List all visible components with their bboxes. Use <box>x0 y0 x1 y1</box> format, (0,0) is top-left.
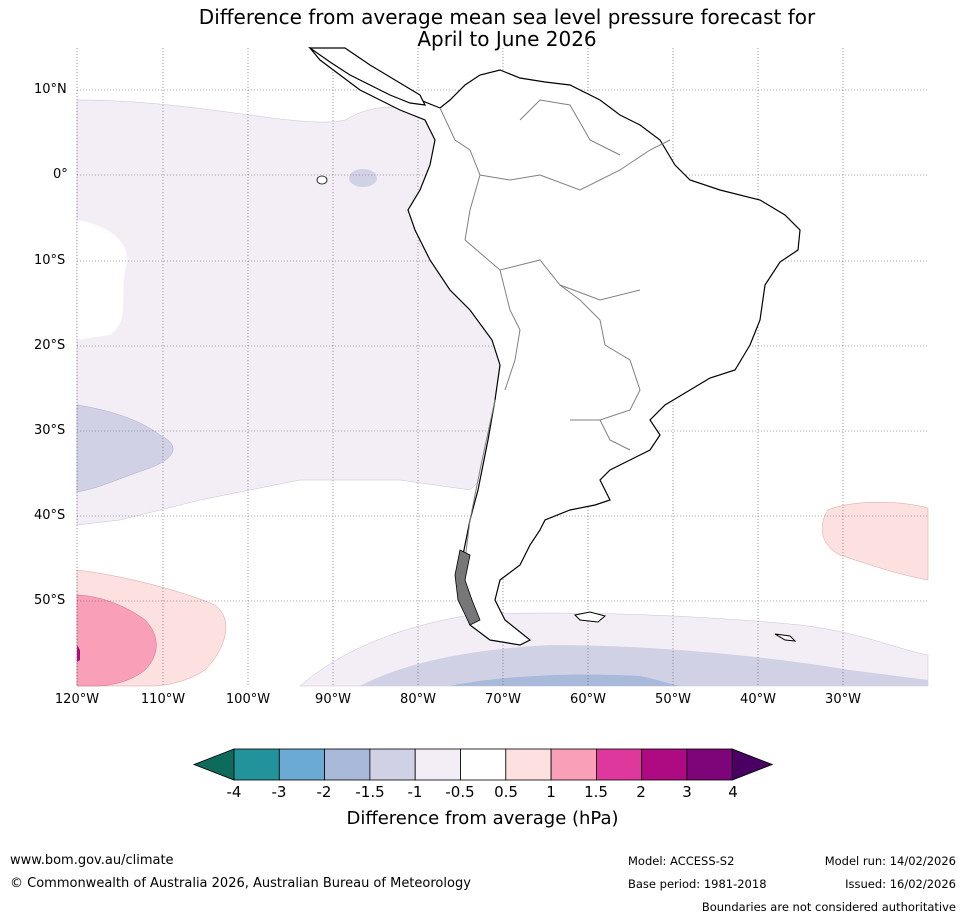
lat-label-10n: 10°N <box>34 82 67 97</box>
legend-tick: 1.5 <box>584 783 608 801</box>
lon-label-60w: 60°W <box>570 692 606 707</box>
footer-model-run: Model run: 14/02/2026 <box>824 854 956 868</box>
lat-label-30s: 30°S <box>34 423 66 438</box>
legend-swatch <box>414 748 461 781</box>
south-georgia <box>774 633 797 642</box>
legend-tick: -0.5 <box>445 783 475 801</box>
map-title-line2: April to June 2026 <box>417 27 597 51</box>
legend-tick: 0.5 <box>494 783 518 801</box>
anomaly-region-pos-1-pacific <box>76 594 157 687</box>
lon-label-40w: 40°W <box>740 692 776 707</box>
chile-fjords <box>454 549 481 626</box>
legend-swatch <box>686 748 733 781</box>
falkland-islands <box>573 611 607 623</box>
legend-swatch <box>369 748 416 781</box>
legend-tick: -3 <box>271 783 287 801</box>
footer-disclaimer: Boundaries are not considered authoritat… <box>701 900 956 914</box>
legend-swatch <box>278 748 325 781</box>
galapagos-islands <box>316 175 328 185</box>
anomaly-band-south-purple <box>360 645 928 686</box>
legend-swatch <box>460 748 507 781</box>
legend-swatch <box>596 748 643 781</box>
legend-tick: -2 <box>316 783 332 801</box>
lat-label-20s: 20°S <box>34 338 66 353</box>
lon-label-100w: 100°W <box>225 692 271 707</box>
lon-label-50w: 50°W <box>655 692 691 707</box>
anomaly-region-pos-atlantic <box>821 501 929 581</box>
legend-swatch <box>233 748 280 781</box>
lon-label-110w: 110°W <box>140 692 186 707</box>
lat-label-40s: 40°S <box>34 508 66 523</box>
legend-swatch <box>324 748 371 781</box>
map-field <box>76 47 929 687</box>
legend-label: Difference from average (hPa) <box>346 808 619 829</box>
legend-tick: 3 <box>682 783 692 801</box>
neutral-hole-west <box>77 220 128 340</box>
legend-tick: 4 <box>728 783 738 801</box>
legend-tick: 2 <box>636 783 646 801</box>
lon-label-90w: 90°W <box>315 692 351 707</box>
lon-label-120w: 120°W <box>54 692 100 707</box>
legend-tick: -4 <box>226 783 242 801</box>
legend-tick: 1 <box>546 783 556 801</box>
legend-swatch <box>192 748 235 781</box>
legend-swatch <box>731 748 774 781</box>
lat-label-0: 0° <box>53 167 68 182</box>
legend-swatch <box>505 748 552 781</box>
anomaly-region-pos-2-pacific <box>77 645 80 662</box>
central-america-land <box>308 47 427 106</box>
footer-model: Model: ACCESS-S2 <box>628 854 735 868</box>
anomaly-band-south-blue <box>450 674 680 686</box>
legend-swatch <box>550 748 597 781</box>
anomaly-spot-galapagos <box>349 169 377 187</box>
anomaly-region-neg-1-5-west <box>76 404 174 493</box>
legend-colorbar <box>192 748 774 781</box>
gridlines <box>76 48 928 686</box>
legend-tick: -1.5 <box>355 783 385 801</box>
map-title-line1: Difference from average mean sea level p… <box>198 5 816 29</box>
footer-website-link[interactable]: www.bom.gov.au/climate <box>10 853 174 868</box>
legend-swatch <box>641 748 688 781</box>
country-borders <box>439 99 671 561</box>
lon-label-30w: 30°W <box>825 692 861 707</box>
footer-copyright: © Commonwealth of Australia 2026, Austra… <box>10 876 471 891</box>
footer-base-period: Base period: 1981-2018 <box>628 877 767 891</box>
footer-issued: Issued: 16/02/2026 <box>845 877 956 891</box>
lat-label-50s: 50°S <box>34 593 66 608</box>
lat-label-10s: 10°S <box>34 253 66 268</box>
lon-label-70w: 70°W <box>485 692 521 707</box>
legend-tick: -1 <box>407 783 423 801</box>
south-america-land <box>308 47 801 646</box>
lon-label-80w: 80°W <box>400 692 436 707</box>
